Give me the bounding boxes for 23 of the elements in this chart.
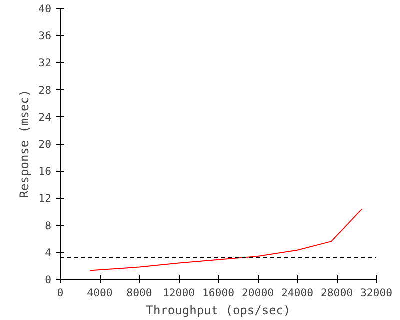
y-tick-label: 40 <box>38 2 52 16</box>
y-tick-label: 8 <box>45 219 52 232</box>
x-tick-label: 28000 <box>320 286 354 300</box>
x-tick-label: 32000 <box>360 286 393 300</box>
y-tick-label: 36 <box>38 30 52 43</box>
y-tick-label: 28 <box>38 84 52 97</box>
x-tick-label: 16000 <box>202 286 235 300</box>
x-tick-label: 12000 <box>162 286 196 300</box>
y-tick-label: 20 <box>38 138 52 151</box>
x-tick-label: 20000 <box>242 286 274 300</box>
y-tick-label: 4 <box>45 246 52 260</box>
x-tick-label: 8000 <box>126 286 152 300</box>
y-tick-label: 12 <box>38 192 52 206</box>
y-tick-label: 0 <box>45 274 52 286</box>
y-tick-label: 32 <box>38 56 52 70</box>
y-axis-title: Response (msec) <box>18 90 32 198</box>
y-tick-label: 16 <box>38 165 52 178</box>
line-series <box>90 208 363 272</box>
x-tick-label: 4000 <box>87 286 113 300</box>
y-tick-label: 24 <box>38 110 52 124</box>
x-axis-title: Throughput (ops/sec) <box>146 304 291 318</box>
x-tick-label: 24000 <box>281 286 314 300</box>
x-tick-label: 0 <box>57 286 64 300</box>
